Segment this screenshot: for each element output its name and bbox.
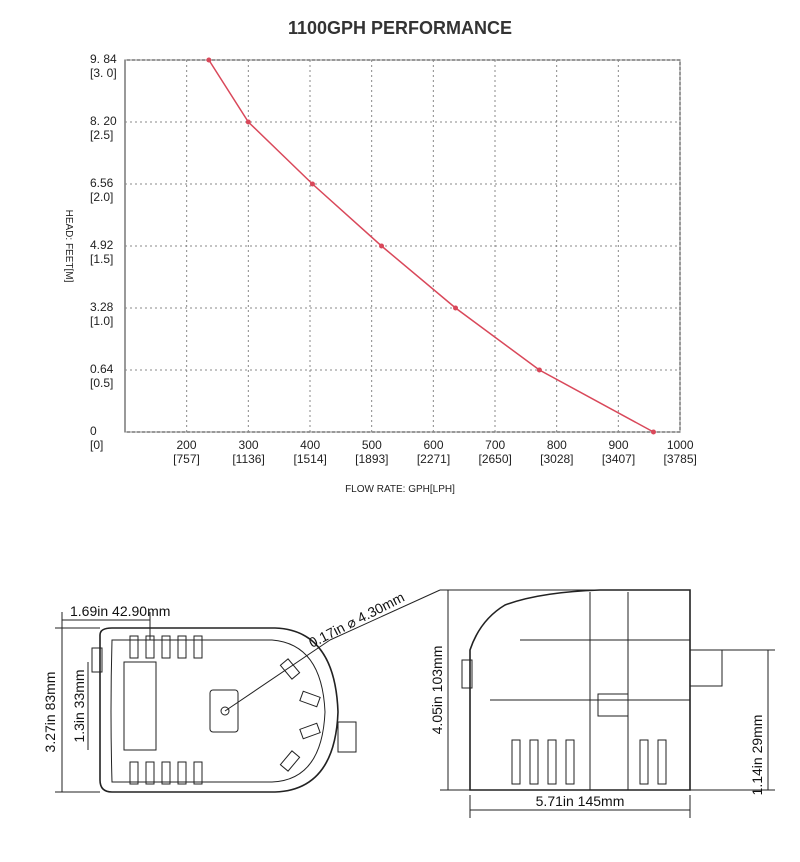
x-tick-label: 900 [3407] bbox=[601, 438, 636, 466]
x-tick-label: 600 [2271] bbox=[416, 438, 451, 466]
y-tick-label: 9. 84 [3. 0] bbox=[90, 52, 117, 80]
dimension-label: 1.3in 33mm bbox=[71, 669, 87, 742]
data-point bbox=[536, 367, 542, 373]
dimension-label: 4.05in 103mm bbox=[429, 646, 445, 735]
y-axis-label: HEAD: FEET[M] bbox=[63, 210, 74, 283]
side-view-drawing bbox=[440, 589, 775, 818]
y-tick-label: 3.28 [1.0] bbox=[90, 300, 114, 328]
data-point bbox=[245, 119, 251, 125]
data-point bbox=[206, 57, 212, 63]
dimension-label: 3.27in 83mm bbox=[42, 672, 58, 753]
x-axis-label: FLOW RATE: GPH[LPH] bbox=[345, 484, 455, 495]
y-tick-label: 4.92 [1.5] bbox=[90, 238, 114, 266]
x-tick-label: 400 [1514] bbox=[293, 438, 327, 466]
y-tick-label: 0.64 [0.5] bbox=[90, 362, 114, 390]
data-point bbox=[453, 305, 459, 311]
x-tick-label: 300 [1136] bbox=[232, 438, 265, 466]
x-tick-label: 700 [2650] bbox=[478, 438, 512, 466]
chart-title: 1100GPH PERFORMANCE bbox=[288, 18, 512, 38]
data-point bbox=[650, 429, 656, 435]
dimension-label: 5.71in 145mm bbox=[536, 793, 625, 809]
y-tick-label: 0 [0] bbox=[90, 424, 104, 452]
y-tick-label: 6.56 [2.0] bbox=[90, 176, 114, 204]
data-point bbox=[309, 181, 315, 187]
dimension-label: 1.69in 42.90mm bbox=[70, 603, 170, 619]
x-tick-label: 200 [757] bbox=[173, 438, 200, 466]
top-view-drawing bbox=[55, 589, 441, 793]
x-tick-label: 1000 [3785] bbox=[663, 438, 697, 466]
x-tick-label: 500 [1893] bbox=[355, 438, 389, 466]
data-point bbox=[379, 243, 385, 249]
x-tick-label: 800 [3028] bbox=[540, 438, 574, 466]
dimension-label: 1.14in 29mm bbox=[749, 715, 765, 796]
y-tick-label: 8. 20 [2.5] bbox=[90, 114, 117, 142]
dimension-label: 0.17in ⌀ 4.30mm bbox=[306, 589, 407, 651]
